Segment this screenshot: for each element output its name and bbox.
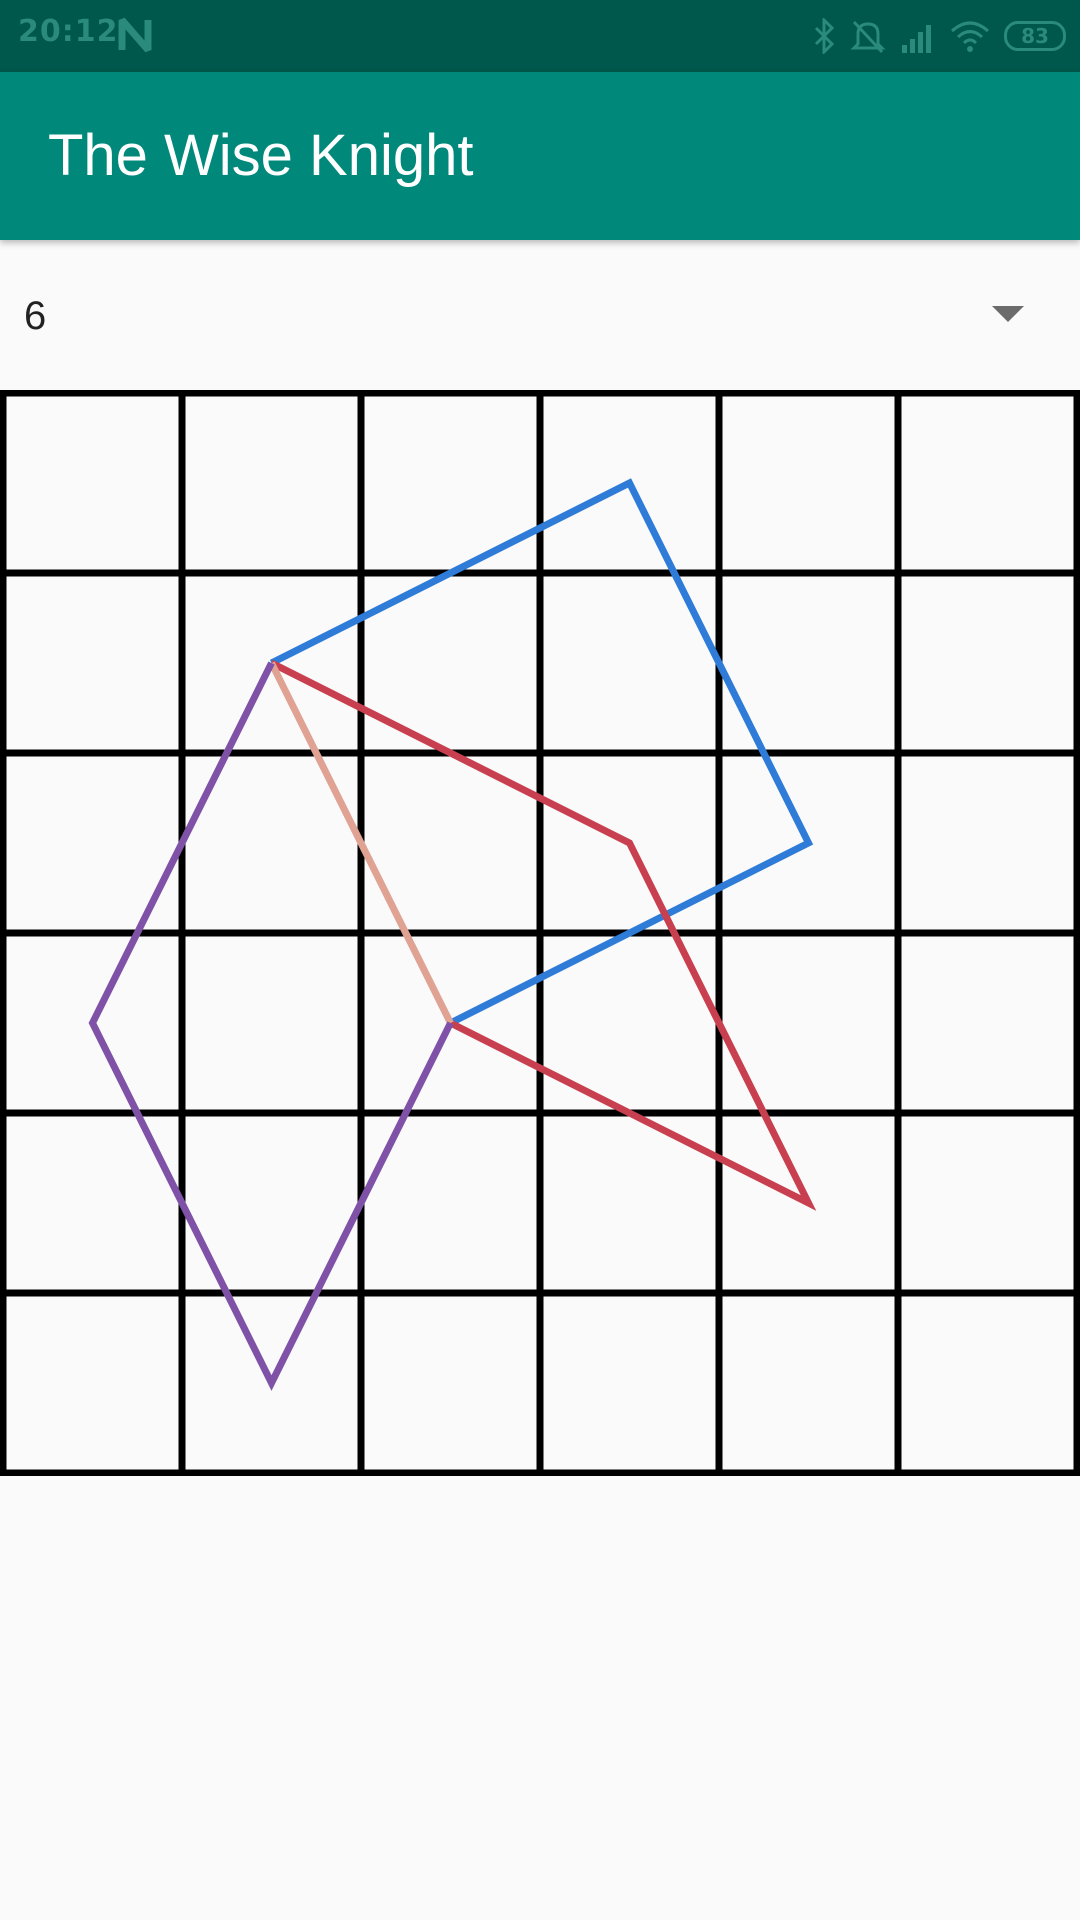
status-time: 20:12: [18, 14, 119, 49]
bluetooth-icon: [814, 18, 835, 54]
status-bar: 20:12 83: [0, 0, 1080, 72]
signal-icon: [902, 25, 931, 53]
status-icons: 83: [812, 14, 1066, 58]
board-size-spinner[interactable]: 6: [0, 260, 1080, 370]
knight-path-blue: [269, 478, 814, 1027]
chess-board[interactable]: [0, 390, 1080, 1476]
wifi-icon: [951, 21, 989, 52]
app-bar: The Wise Knight: [0, 72, 1080, 240]
mute-icon: [850, 20, 886, 54]
knight-path-purple: [88, 661, 454, 1391]
knight-path-red: [269, 659, 817, 1211]
notification-n-icon: [118, 17, 152, 53]
dropdown-arrow-icon[interactable]: [992, 306, 1024, 322]
battery-icon: 83: [1004, 21, 1066, 51]
knight-path-salmon: [268, 661, 454, 1025]
app-title: The Wise Knight: [48, 123, 474, 188]
spinner-selected-value: 6: [24, 294, 47, 338]
